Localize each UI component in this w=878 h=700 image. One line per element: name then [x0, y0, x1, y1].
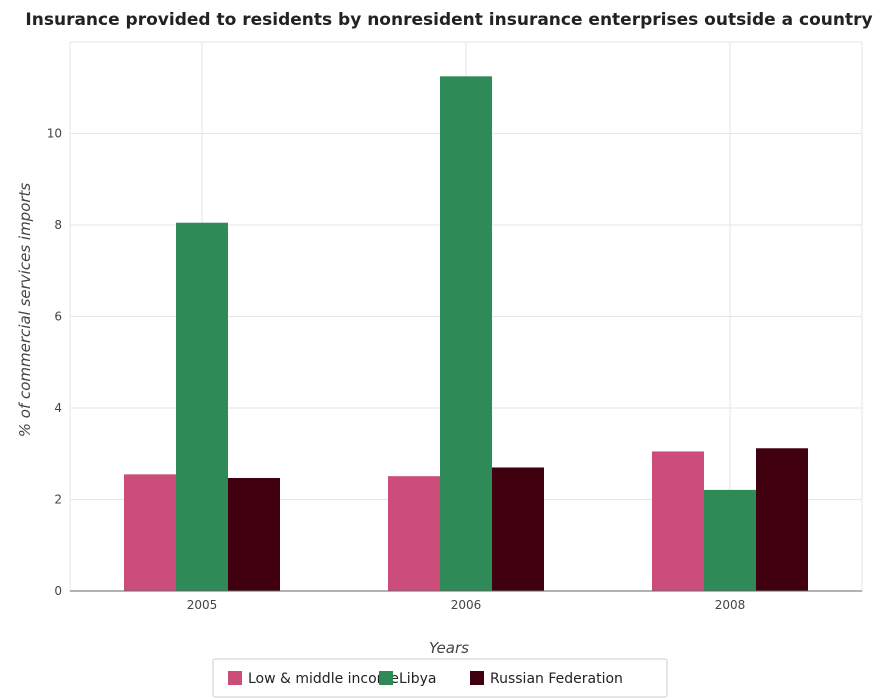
y-axis-label: % of commercial services imports [16, 183, 34, 438]
legend-label: Low & middle income [248, 671, 399, 687]
x-tick-label: 2006 [451, 598, 482, 612]
x-tick-label: 2008 [715, 598, 746, 612]
bar-russian-federation-2005 [228, 477, 280, 591]
y-tick-label: 0 [54, 584, 62, 598]
bar-russian-federation-2006 [492, 467, 544, 591]
bar-low-middle-income-2008 [652, 451, 704, 591]
bar-libya-2006 [440, 76, 492, 591]
bar-low-middle-income-2006 [388, 476, 440, 591]
bars [124, 76, 808, 591]
bar-libya-2005 [176, 222, 228, 591]
legend-swatch [470, 671, 484, 685]
axes: 0 2 4 6 8 10 2005 2006 2008 [47, 127, 862, 612]
bar-libya-2008 [704, 489, 756, 591]
x-axis-label: Years [429, 639, 469, 657]
y-tick-label: 2 [54, 493, 62, 507]
legend-label: Russian Federation [490, 671, 623, 687]
x-tick-label: 2005 [187, 598, 218, 612]
legend-swatch [228, 671, 242, 685]
legend-swatch [379, 671, 393, 685]
y-tick-label: 8 [54, 218, 62, 232]
bar-low-middle-income-2005 [124, 474, 176, 591]
legend-box [212, 658, 668, 698]
y-tick-label: 10 [47, 127, 62, 141]
chart-title: Insurance provided to residents by nonre… [25, 10, 872, 30]
y-tick-label: 6 [54, 310, 62, 324]
bar-russian-federation-2008 [756, 448, 808, 591]
y-tick-label: 4 [54, 401, 62, 415]
legend: Low & middle income Libya Russian Federati… [212, 658, 668, 698]
legend-label: Libya [399, 671, 436, 687]
